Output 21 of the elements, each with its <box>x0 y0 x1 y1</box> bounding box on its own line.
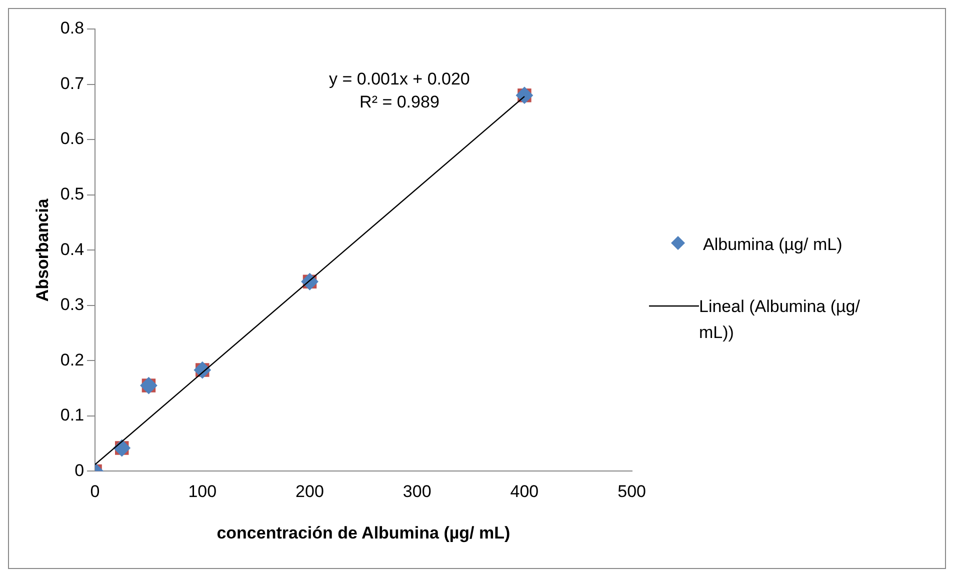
y-tick-label: 0.7 <box>60 74 84 93</box>
annotation: R² = 0.989 <box>360 92 440 112</box>
legend-label: Albumina (µg/ mL) <box>703 234 844 256</box>
x-tick-label: 300 <box>402 482 432 502</box>
y-tick-label: 0.6 <box>60 129 84 148</box>
y-tick-label: 0.3 <box>60 295 84 314</box>
y-tick-label: 0.2 <box>60 350 84 370</box>
legend-label: Lineal (Albumina (µg/ mL)) <box>699 296 861 344</box>
y-tick-label: 0 <box>74 460 84 480</box>
y-axis-title: Absorbancia <box>32 198 52 302</box>
x-axis-title: concentración de Albumina (µg/ mL) <box>216 523 510 542</box>
x-tick-label: 100 <box>188 482 217 502</box>
y-tick-label: 0.1 <box>60 406 84 425</box>
x-tick-label: 200 <box>296 482 324 502</box>
y-tick-label: 0.5 <box>60 184 84 204</box>
x-tick-label: 0 <box>90 482 100 502</box>
y-tick-label: 0.4 <box>60 240 84 259</box>
y-tick-label: 0.8 <box>60 18 84 38</box>
annotation: y = 0.001x + 0.020 <box>329 69 470 88</box>
x-tick-label: 500 <box>618 482 646 502</box>
x-tick-label: 400 <box>510 482 539 502</box>
